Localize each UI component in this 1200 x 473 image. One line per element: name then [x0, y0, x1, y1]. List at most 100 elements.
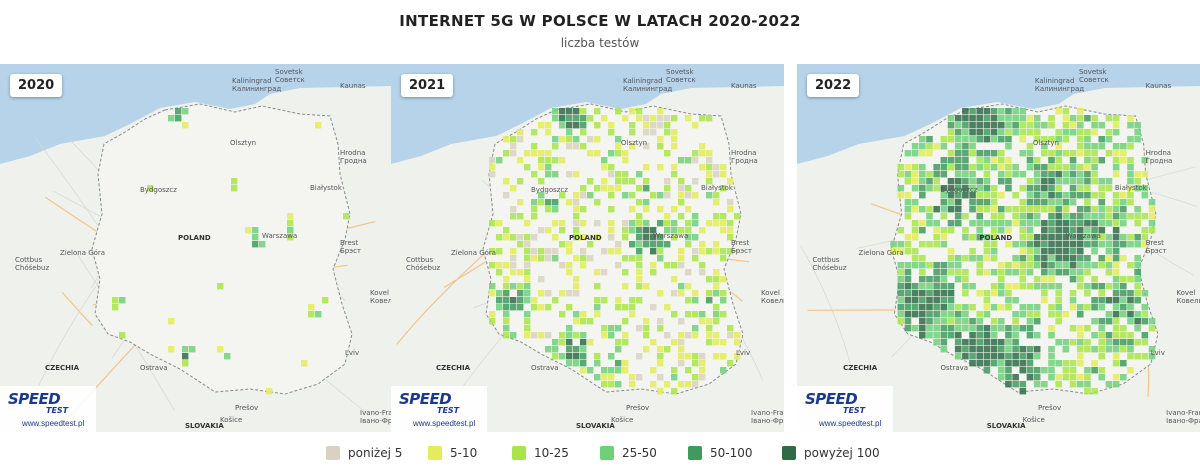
logo-url[interactable]: www.speedtest.pl	[413, 419, 476, 428]
test-count-cell	[720, 339, 727, 346]
test-count-cell	[517, 290, 524, 297]
test-count-cell	[926, 283, 933, 290]
test-count-cell	[713, 318, 720, 325]
test-count-cell	[933, 269, 940, 276]
test-count-cell	[969, 164, 976, 171]
logo-url[interactable]: www.speedtest.pl	[819, 419, 882, 428]
test-count-cell	[622, 269, 629, 276]
test-count-cell	[1069, 241, 1077, 248]
test-count-cell	[664, 262, 671, 269]
test-count-cell	[940, 290, 948, 297]
test-count-cell	[538, 332, 545, 339]
test-count-cell	[1098, 241, 1106, 248]
test-count-cell	[1141, 234, 1149, 241]
test-count-cell	[1112, 332, 1120, 339]
test-count-cell	[119, 297, 126, 304]
test-count-cell	[1055, 192, 1062, 199]
test-count-cell	[615, 136, 622, 143]
test-count-cell	[1062, 227, 1070, 234]
map-panel-2022[interactable]: POLAND CZECHIA SLOVAKIA Kaliningrad Калинин…	[797, 64, 1200, 432]
map-label-ostrava: Ostrava	[940, 364, 969, 372]
legend-item: 5-10	[428, 443, 477, 463]
test-count-cell	[990, 339, 998, 346]
test-count-cell	[657, 388, 664, 395]
test-count-cell	[1041, 220, 1048, 227]
test-count-cell	[1098, 213, 1106, 220]
test-count-cell	[1112, 220, 1120, 227]
test-count-cell	[636, 234, 643, 241]
test-count-cell	[573, 311, 580, 318]
test-count-cell	[266, 388, 273, 395]
legend-item: 25-50	[600, 443, 657, 463]
test-count-cell	[1105, 255, 1113, 262]
test-count-cell	[1141, 318, 1149, 325]
test-count-cell	[990, 248, 998, 255]
test-count-cell	[650, 192, 657, 199]
test-count-cell	[954, 325, 962, 332]
map-panel-2020[interactable]: POLAND CZECHIA SLOVAKIA Kaliningrad Калинин…	[0, 64, 393, 432]
test-count-cell	[671, 276, 678, 283]
test-count-cell	[954, 129, 962, 136]
test-count-cell	[1127, 192, 1134, 199]
test-count-cell	[1134, 353, 1141, 360]
test-count-cell	[1091, 150, 1098, 157]
speedtest-logo[interactable]: SPEED TEST www.speedtest.pl	[797, 386, 893, 432]
test-count-cell	[1112, 276, 1120, 283]
legend-swatch	[326, 446, 340, 460]
test-count-cell	[1098, 339, 1106, 346]
map-label-brest: Brest Брэст	[340, 239, 362, 255]
test-count-cell	[954, 115, 962, 122]
test-count-cell	[954, 157, 962, 164]
test-count-cell	[1012, 346, 1019, 353]
test-count-cell	[1062, 129, 1070, 136]
test-count-cell	[983, 108, 991, 115]
test-count-cell	[1120, 325, 1127, 332]
test-count-cell	[559, 262, 566, 269]
test-count-cell	[1098, 220, 1106, 227]
test-count-cell	[1134, 136, 1141, 143]
test-count-cell	[1005, 353, 1012, 360]
test-count-cell	[919, 269, 926, 276]
map-panel-2021[interactable]: POLAND CZECHIA SLOVAKIA Kaliningrad Калинин…	[391, 64, 784, 432]
test-count-cell	[1019, 213, 1027, 220]
test-count-cell	[1084, 129, 1091, 136]
test-count-cell	[990, 269, 998, 276]
test-count-cell	[947, 255, 955, 262]
test-count-cell	[1148, 346, 1156, 353]
test-count-cell	[1033, 304, 1041, 311]
test-count-cell	[919, 255, 926, 262]
test-count-cell	[510, 283, 517, 290]
test-count-cell	[503, 290, 510, 297]
test-count-cell	[594, 185, 601, 192]
test-count-cell	[587, 339, 594, 346]
test-count-cell	[911, 185, 919, 192]
test-count-cell	[720, 185, 727, 192]
test-count-cell	[947, 136, 955, 143]
test-count-cell	[685, 381, 692, 388]
test-count-cell	[1098, 206, 1106, 213]
map-label-kosice: Košice	[1022, 416, 1045, 424]
test-count-cell	[990, 150, 998, 157]
test-count-cell	[1069, 150, 1077, 157]
map-label-zielona: Zielona Góra	[451, 249, 497, 257]
test-count-cell	[1019, 234, 1027, 241]
test-count-cell	[1012, 374, 1019, 381]
test-count-cell	[727, 178, 734, 185]
test-count-cell	[954, 255, 962, 262]
test-count-cell	[1134, 269, 1141, 276]
test-count-cell	[1019, 136, 1027, 143]
test-count-cell	[496, 262, 503, 269]
test-count-cell	[897, 241, 905, 248]
test-count-cell	[1141, 185, 1149, 192]
test-count-cell	[580, 206, 587, 213]
test-count-cell	[580, 248, 587, 255]
test-count-cell	[1120, 157, 1127, 164]
test-count-cell	[1026, 206, 1034, 213]
logo-url[interactable]: www.speedtest.pl	[22, 419, 85, 428]
test-count-cell	[1041, 185, 1048, 192]
speedtest-logo[interactable]: SPEED TEST www.speedtest.pl	[391, 386, 487, 432]
speedtest-logo[interactable]: SPEED TEST www.speedtest.pl	[0, 386, 96, 432]
test-count-cell	[983, 297, 991, 304]
test-count-cell	[1012, 220, 1019, 227]
test-count-cell	[552, 346, 559, 353]
